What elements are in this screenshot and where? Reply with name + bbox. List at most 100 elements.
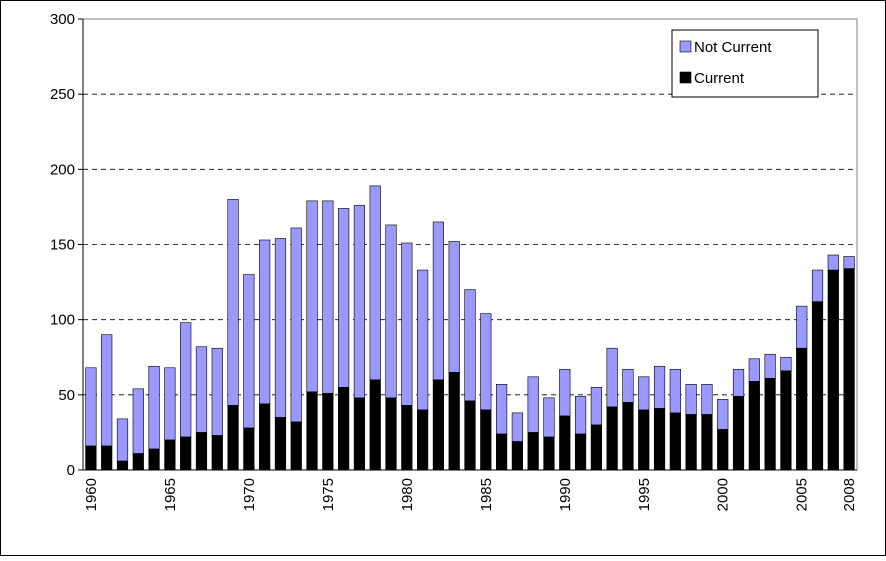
bar-segment xyxy=(290,421,302,471)
bar-segment xyxy=(559,368,571,417)
bar-segment xyxy=(622,368,634,403)
legend-box xyxy=(671,29,819,98)
bar-segment xyxy=(495,433,508,471)
bar-segment xyxy=(116,418,129,462)
bar-segment xyxy=(827,254,839,271)
bar-segment xyxy=(811,301,824,471)
bar-segment xyxy=(164,367,176,441)
bar-segment xyxy=(274,417,287,471)
bar-segment xyxy=(227,199,239,406)
x-tick-label: 2008 xyxy=(841,478,858,511)
bar-segment xyxy=(480,313,492,411)
bar-segment xyxy=(417,269,429,411)
bar-segment xyxy=(685,414,697,471)
y-tick-label: 150 xyxy=(50,237,75,254)
bar-segment xyxy=(606,406,618,471)
bar-segment xyxy=(780,356,792,372)
bar-segment xyxy=(101,445,113,471)
bar-segment xyxy=(685,384,697,415)
bar-segment xyxy=(369,379,381,471)
bar-segment xyxy=(464,400,476,471)
bar-segment xyxy=(559,415,571,471)
bar-segment xyxy=(259,239,271,405)
bar-segment xyxy=(764,353,776,379)
bar-segment xyxy=(195,432,208,471)
bar-segment xyxy=(574,433,587,471)
bar-segment xyxy=(717,399,729,430)
bar-segment xyxy=(274,238,287,418)
bar-segment xyxy=(432,221,445,381)
bar-segment xyxy=(385,397,397,471)
x-tick-label: 1965 xyxy=(162,478,179,511)
bar-segment xyxy=(401,405,413,471)
bar-segment xyxy=(148,448,160,471)
x-tick-label: 1995 xyxy=(636,478,653,511)
bar-segment xyxy=(211,347,223,436)
x-tick-label: 2005 xyxy=(794,478,811,511)
bar-segment xyxy=(653,365,666,409)
legend-label: Current xyxy=(694,70,745,87)
bar-segment xyxy=(669,368,681,414)
y-tick-label: 200 xyxy=(50,161,75,178)
bar-segment xyxy=(338,208,350,388)
bar-segment xyxy=(306,200,318,393)
bar-segment xyxy=(432,379,445,471)
bar-segment xyxy=(843,268,855,471)
bar-segment xyxy=(132,388,144,454)
bar-segment xyxy=(322,200,334,394)
bar-segment xyxy=(322,393,334,471)
y-tick-label: 100 xyxy=(50,312,75,329)
y-tick-label: 300 xyxy=(50,11,75,28)
bar-segment xyxy=(353,205,366,399)
x-tick-label: 1975 xyxy=(320,478,337,511)
bar-segment xyxy=(701,384,713,415)
bar-segment xyxy=(606,347,618,408)
bar-segment xyxy=(148,365,160,450)
bar-segment xyxy=(306,391,318,471)
bar-segment xyxy=(732,368,745,397)
bar-segment xyxy=(748,381,760,471)
bar-segment xyxy=(132,453,144,471)
bar-segment xyxy=(590,424,602,471)
bar-segment xyxy=(622,402,634,471)
x-tick-label: 2000 xyxy=(715,478,732,511)
x-tick-label: 1970 xyxy=(241,478,258,511)
bar-segment xyxy=(401,242,413,406)
bar-segment xyxy=(827,269,839,471)
bar-segment xyxy=(843,256,855,269)
bar-segment xyxy=(417,409,429,471)
bar-segment xyxy=(669,412,681,471)
x-tick-label: 1960 xyxy=(83,478,100,511)
bar-segment xyxy=(701,414,713,471)
bar-segment xyxy=(527,432,539,471)
bar-segment xyxy=(448,241,460,373)
bar-segment xyxy=(638,409,650,471)
bar-segment xyxy=(116,460,129,471)
bar-segment xyxy=(796,347,808,471)
bar-segment xyxy=(796,305,808,349)
bar-segment xyxy=(385,224,397,399)
y-tick-label: 250 xyxy=(50,86,75,103)
bar-segment xyxy=(811,269,824,302)
y-tick-label: 50 xyxy=(58,387,75,404)
bar-segment xyxy=(732,396,745,471)
bar-segment xyxy=(85,445,97,471)
bar-segment xyxy=(511,441,523,471)
bar-segment xyxy=(180,436,192,471)
bar-segment xyxy=(511,412,523,442)
legend-label: Not Current xyxy=(694,39,772,56)
bar-segment xyxy=(527,376,539,433)
bar-segment xyxy=(464,289,476,402)
bar-segment xyxy=(227,405,239,471)
bar-segment xyxy=(369,185,381,381)
bar-segment xyxy=(211,435,223,471)
bar-segment xyxy=(290,227,302,423)
bar-segment xyxy=(748,358,760,382)
bar-segment xyxy=(85,367,97,447)
legend-swatch xyxy=(679,40,692,53)
bar-segment xyxy=(448,371,460,471)
bar-segment xyxy=(195,346,208,433)
bar-segment xyxy=(638,376,650,411)
